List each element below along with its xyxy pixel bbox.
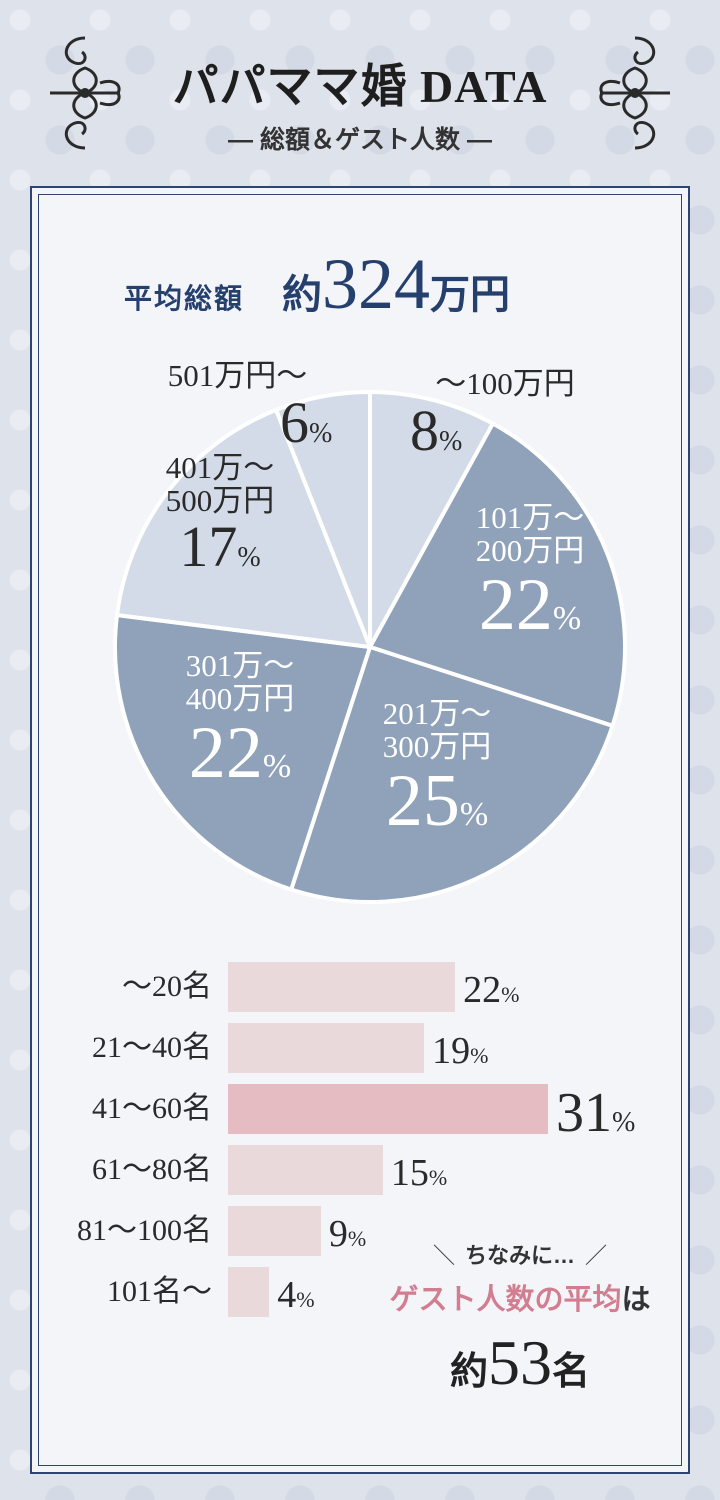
bar-value-label: 31%	[556, 1082, 636, 1144]
average-total-label: 平均総額	[124, 283, 245, 314]
average-total-unit: 万円	[430, 273, 511, 317]
bar-fill	[228, 962, 456, 1012]
pie-label-2: 201万～ 300万円 25%	[382, 696, 492, 843]
average-total: 平均総額 約 324 万円	[124, 244, 511, 324]
bar-row: 21～40名 19%	[0, 1023, 720, 1073]
guest-average-prefix: 約	[449, 1351, 488, 1393]
bar-row: 101名～ 4%	[0, 1267, 720, 1317]
bar-fill	[228, 1084, 548, 1134]
average-total-prefix: 約	[282, 273, 323, 317]
note-highlight: ゲスト人数の平均	[389, 1284, 622, 1316]
pie-label-1: 101万～ 200万円 22%	[475, 500, 585, 647]
pie-label-3: 301万～ 400万円 22%	[185, 648, 295, 795]
note-particle: は	[621, 1284, 651, 1316]
bar-category-label: 81～100名	[77, 1214, 212, 1247]
bar-row: 61～80名 15%	[0, 1145, 720, 1195]
bar-row: ～20名 22%	[0, 962, 720, 1012]
bar-fill	[228, 1023, 425, 1073]
average-total-value: 324	[322, 244, 431, 324]
bar-value-label: 22%	[463, 969, 520, 1011]
left-ornament-icon	[50, 36, 121, 150]
pie-label-4: 401万～ 500万円 17%	[165, 450, 275, 580]
bar-row: 81～100名 9%	[0, 1206, 720, 1256]
bar-category-label: 41～60名	[92, 1092, 212, 1125]
guest-average: 約53名	[370, 1326, 670, 1400]
bar-value-label: 4%	[277, 1274, 315, 1316]
pie-label-0: ～100万円 8%	[410, 366, 575, 463]
bar-fill	[228, 1206, 321, 1256]
bar-value-label: 15%	[390, 1152, 448, 1194]
bar-category-label: 21～40名	[92, 1031, 212, 1064]
right-ornament-icon	[599, 36, 670, 150]
page-title: パパママ婚 DATA	[172, 61, 548, 112]
page-subtitle: ― 総額＆ゲスト人数 ―	[228, 126, 492, 154]
bar-category-label: 101名～	[107, 1275, 212, 1308]
guest-average-value: 53	[488, 1327, 552, 1398]
bar-fill	[228, 1145, 383, 1195]
bar-category-label: 61～80名	[92, 1153, 212, 1186]
guest-average-unit: 名	[552, 1351, 591, 1393]
header: パパママ婚 DATA ― 総額＆ゲスト人数 ―	[0, 0, 720, 190]
bar-row: 41～60名 31%	[0, 1082, 720, 1144]
bar-fill	[228, 1267, 270, 1317]
pie-label-5: 501万円～ 6%	[167, 358, 333, 455]
note-lead: ちなみに…	[464, 1243, 575, 1268]
bar-category-label: ～20名	[122, 970, 212, 1003]
bar-value-label: 19%	[432, 1030, 489, 1072]
content-frame-inner	[38, 194, 682, 1466]
guest-average-note: ＼ ちなみに… ／ ゲスト人数の平均は 約53名	[370, 1238, 670, 1400]
bar-value-label: 9%	[328, 1213, 367, 1255]
